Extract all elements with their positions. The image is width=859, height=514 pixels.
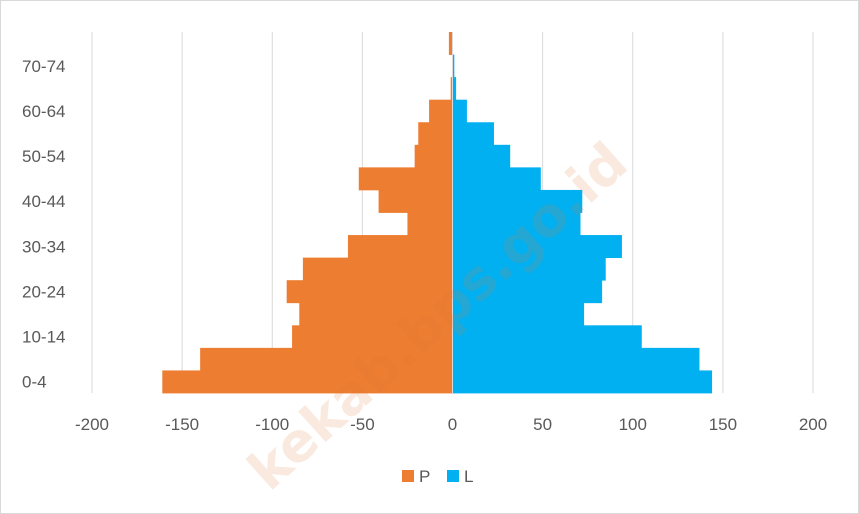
bar-p-35-39 — [407, 212, 453, 236]
y-tick-label: 50-54 — [22, 147, 65, 166]
x-tick-label: 0 — [448, 415, 457, 434]
x-tick-label: -50 — [350, 415, 375, 434]
y-tick-labels: 0-4 10-14 20-24 30-34 40-44 50-54 60-64 70-74 — [22, 57, 65, 392]
bar-p-15-19 — [299, 302, 453, 326]
bar-l-65-69 — [452, 77, 457, 101]
bar-l-50-54 — [452, 144, 511, 168]
x-tick-label: 150 — [709, 415, 737, 434]
bar-l-55-59 — [452, 122, 494, 146]
bar-p-75+ — [448, 32, 453, 55]
x-tick-labels: -200 -150 -100 -50 0 50 100 150 200 — [75, 415, 827, 434]
bar-l-40-44 — [452, 189, 583, 213]
bar-l-25-29 — [452, 257, 606, 281]
bar-p-45-49 — [358, 167, 453, 191]
bar-l-15-19 — [452, 302, 585, 326]
x-tick-label: 200 — [799, 415, 827, 434]
bar-l-45-49 — [452, 167, 541, 191]
legend-swatch-l — [447, 470, 459, 482]
bar-p-55-59 — [418, 122, 453, 146]
legend-label-p: P — [419, 467, 430, 486]
y-tick-label: 40-44 — [22, 192, 65, 211]
y-tick-label: 0-4 — [22, 373, 47, 392]
bars — [162, 32, 713, 394]
bar-l-30-34 — [452, 235, 622, 259]
x-tick-label: 100 — [619, 415, 647, 434]
x-tick-label: -200 — [75, 415, 109, 434]
bar-p-40-44 — [378, 189, 453, 213]
bar-l-20-24 — [452, 280, 603, 304]
legend: P L — [402, 467, 473, 486]
bar-p-20-24 — [286, 280, 453, 304]
y-tick-label: 60-64 — [22, 102, 65, 121]
bar-p-25-29 — [302, 257, 453, 281]
x-tick-label: 50 — [533, 415, 552, 434]
bar-p-10-14 — [292, 325, 453, 349]
bar-p-5-9 — [200, 347, 453, 371]
y-tick-label: 70-74 — [22, 57, 65, 76]
bar-p-0-4 — [162, 370, 453, 394]
legend-label-l: L — [464, 467, 473, 486]
bar-p-60-64 — [429, 99, 453, 123]
bar-l-70-74 — [452, 54, 455, 78]
x-tick-label: -100 — [255, 415, 289, 434]
y-tick-label: 30-34 — [22, 237, 65, 256]
y-tick-label: 20-24 — [22, 282, 65, 301]
bar-l-35-39 — [452, 212, 581, 236]
bar-l-60-64 — [452, 99, 467, 123]
bar-p-65-69 — [450, 77, 453, 101]
x-tick-label: -150 — [165, 415, 199, 434]
legend-swatch-p — [402, 470, 414, 482]
bar-p-50-54 — [414, 144, 453, 168]
bar-l-0-4 — [452, 370, 713, 394]
bar-l-10-14 — [452, 325, 642, 349]
bar-l-5-9 — [452, 347, 700, 371]
y-tick-label: 10-14 — [22, 328, 65, 347]
bar-p-30-34 — [347, 235, 453, 259]
